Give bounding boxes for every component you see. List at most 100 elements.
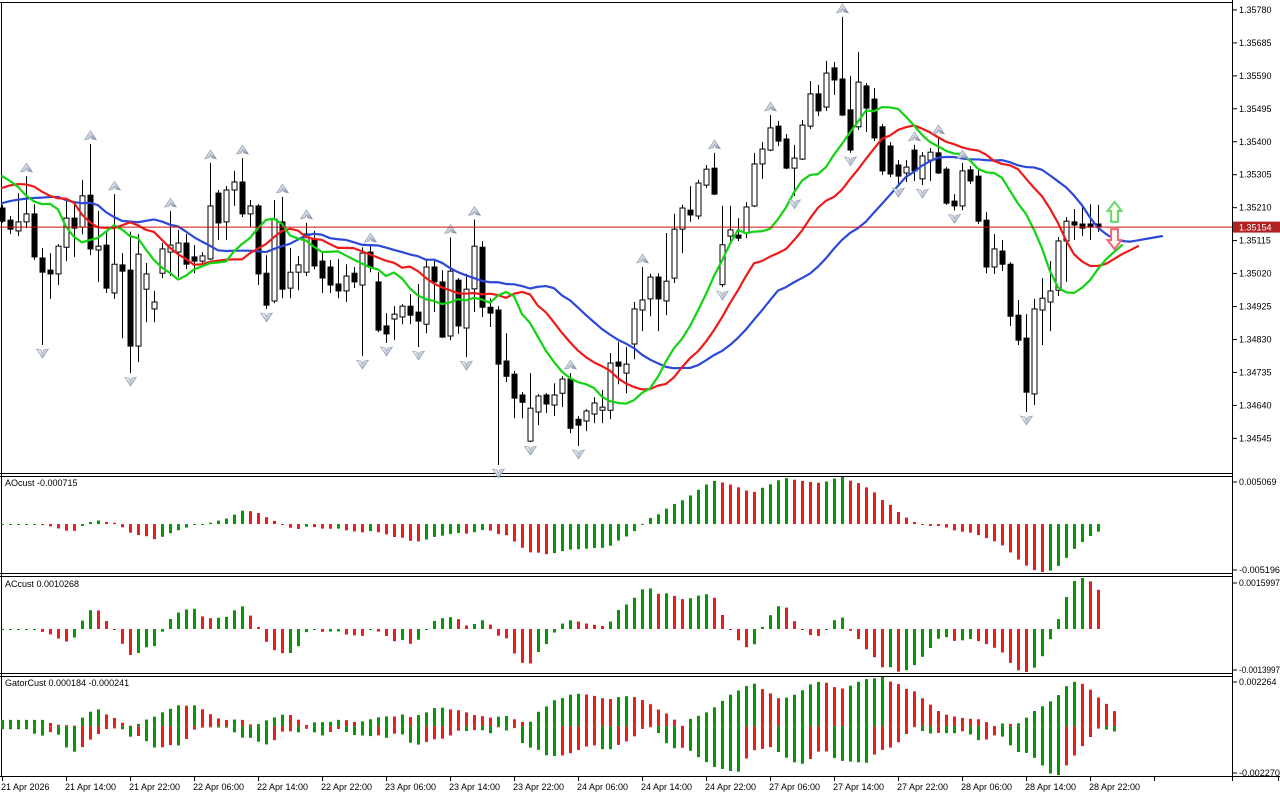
gator-oscillator-bar <box>873 678 876 727</box>
accelerator-oscillator-bar <box>9 628 12 630</box>
awesome-oscillator-bar <box>513 524 516 542</box>
awesome-oscillator-bar <box>209 522 212 525</box>
awesome-oscillator-bar <box>873 492 876 525</box>
gator-oscillator-bar <box>681 726 684 748</box>
accelerator-oscillator-bar <box>921 628 924 657</box>
gator-oscillator-bar <box>281 714 284 727</box>
gator-oscillator-bar <box>1017 723 1020 727</box>
sell-signal-arrow-icon[interactable] <box>1105 228 1124 251</box>
awesome-oscillator-bar <box>697 489 700 525</box>
awesome-oscillator-bar <box>1049 524 1052 571</box>
gator-oscillator-bar <box>169 726 172 746</box>
candle-bear <box>375 281 382 331</box>
signal-arrows[interactable] <box>1105 200 1124 251</box>
gator-oscillator-bar <box>321 722 324 727</box>
gator-oscillator-bar <box>73 725 76 727</box>
current-price-line[interactable]: 1.35154 <box>0 221 1280 233</box>
time-axis[interactable]: 21 Apr 2026 21 Apr 14:00 21 Apr 22:00 22 Ap… <box>1 777 1279 792</box>
axis-label: 1.35020 <box>1239 269 1272 279</box>
candle-bear <box>0 207 6 222</box>
gator-oscillator-bar <box>209 714 212 727</box>
awesome-oscillator-bar <box>73 524 76 531</box>
accelerator-oscillator-bar <box>705 594 708 629</box>
gator-oscillator-bar <box>745 726 748 759</box>
fractal-down-icon <box>571 449 586 460</box>
accelerator-oscillator-bar <box>193 608 196 629</box>
gator-oscillator-bar <box>201 709 204 727</box>
accelerator-oscillator-bar <box>873 628 876 658</box>
gator-oscillator-bar <box>409 717 412 727</box>
price-axis[interactable]: 1.35780 1.35685 1.35590 1.35495 1.35400 1.353… <box>1232 5 1272 443</box>
axis-label: 1.34545 <box>1239 433 1272 443</box>
candle-bear <box>983 219 990 268</box>
awesome-oscillator-bar <box>905 517 908 525</box>
awesome-oscillator-bar <box>633 524 636 532</box>
gator-oscillator-bar <box>985 722 988 727</box>
accelerator-oscillator-bar <box>753 628 756 645</box>
awesome-oscillator-bar <box>49 524 52 527</box>
gator-oscillator-bar <box>593 726 596 746</box>
awesome-oscillator-bar <box>41 524 44 526</box>
accelerator-oscillator-bar <box>161 628 164 632</box>
gator-oscillator-bar <box>529 721 532 727</box>
gator-oscillator-bar <box>257 724 260 727</box>
candle-bull <box>287 271 294 289</box>
axis-label: 24 Apr 06:00 <box>577 782 628 792</box>
accelerator-oscillator-bar <box>977 628 980 642</box>
fractal-up-icon <box>203 149 218 160</box>
gator-oscillator-bar <box>1025 717 1028 727</box>
gator-oscillator-bar <box>433 708 436 727</box>
axis-label: 1.34830 <box>1239 334 1272 344</box>
awesome-oscillator-bar <box>1081 524 1084 542</box>
buy-signal-arrow-icon[interactable] <box>1105 200 1124 223</box>
gator-oscillator-bar <box>249 724 252 727</box>
awesome-oscillator-bar <box>329 524 332 529</box>
gator-oscillator-bar <box>985 726 988 740</box>
gator-oscillator-bar <box>257 726 260 742</box>
awesome-oscillator-bar <box>833 478 836 525</box>
indicator-label-ac: ACcust 0.0010268 <box>5 579 80 589</box>
candle-bull <box>583 410 590 422</box>
accelerator-oscillator-bar <box>73 628 76 638</box>
gator-oscillator-bar <box>625 726 628 742</box>
fractal-up-icon <box>83 130 98 141</box>
gator-oscillator-bar <box>265 720 268 727</box>
gator-oscillator-bar <box>473 726 476 731</box>
accelerator-oscillator-bar <box>1001 628 1004 653</box>
awesome-oscillator-bar <box>81 524 84 526</box>
candle-bull <box>959 170 966 207</box>
awesome-oscillator-bar <box>985 524 988 539</box>
gator-oscillator-bar <box>97 709 100 727</box>
candle-bull <box>535 395 542 413</box>
gator-oscillator-bar <box>1001 726 1004 737</box>
accelerator-oscillator-bar <box>433 620 436 629</box>
awesome-oscillator-bar <box>561 524 564 552</box>
gator-oscillator-bar <box>1081 726 1084 747</box>
accelerator-oscillator-bar <box>937 628 940 639</box>
gator-oscillator-bar <box>449 709 452 727</box>
gator-oscillator-bar <box>1017 726 1020 752</box>
candle-bear <box>39 257 46 273</box>
awesome-oscillator-bar <box>361 524 364 533</box>
fractal-down-icon <box>259 312 274 323</box>
accelerator-oscillator-bar <box>881 628 884 668</box>
candle-bear <box>1007 263 1014 317</box>
gator-oscillator-bar <box>913 726 916 728</box>
awesome-oscillator-bar <box>65 524 68 531</box>
gator-oscillator-bar <box>825 682 828 727</box>
awesome-oscillator-bar <box>593 524 596 549</box>
awesome-oscillator-bar <box>385 524 388 535</box>
axis-label: 1.34735 <box>1239 367 1272 377</box>
accelerator-oscillator-bar <box>1017 628 1020 671</box>
accelerator-oscillator-bar <box>113 628 116 630</box>
accelerator-oscillator-bar <box>713 597 716 629</box>
accelerator-oscillator-bar <box>305 628 308 633</box>
gator-oscillator-bar <box>401 714 404 727</box>
accelerator-oscillator-bar <box>913 628 916 666</box>
gator-oscillator-bar <box>393 716 396 727</box>
gator-oscillator-bar <box>777 698 780 727</box>
gator-oscillator-bar <box>393 726 396 734</box>
candle-bear <box>543 394 550 405</box>
